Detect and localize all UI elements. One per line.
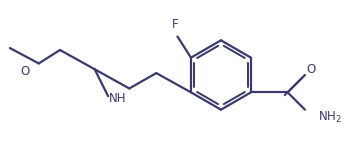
Text: F: F [172, 18, 179, 31]
Text: NH$_2$: NH$_2$ [318, 110, 342, 125]
Text: NH: NH [109, 92, 127, 105]
Text: O: O [21, 65, 30, 78]
Text: O: O [306, 63, 315, 76]
